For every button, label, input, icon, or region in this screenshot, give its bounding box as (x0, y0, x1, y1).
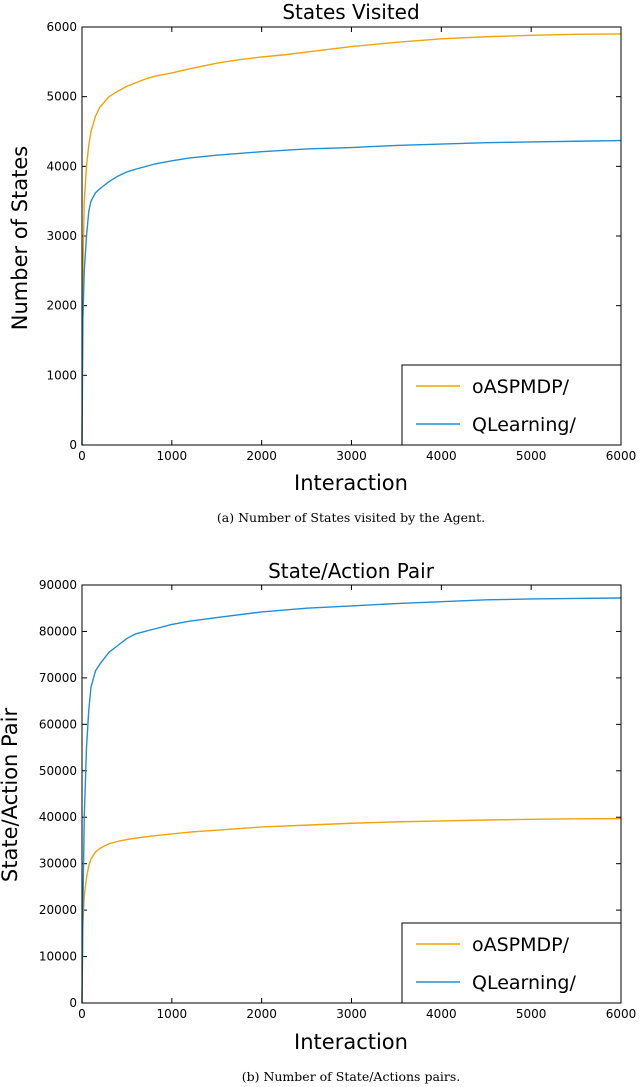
chart-a: States Visited Number of States Interact… (8, 0, 636, 525)
chart-a-caption: (a) Number of States visited by the Agen… (217, 510, 485, 525)
chart-b-x-tick-label: 1000 (157, 1007, 188, 1021)
chart-b: State/Action Pair State/Action Pair Inte… (0, 559, 636, 1084)
chart-a-x-axis-label: Interaction (294, 471, 408, 495)
chart-b-y-tick-label: 0 (69, 996, 77, 1010)
chart-a-y-tick-label: 3000 (46, 229, 77, 243)
chart-b-plot-frame (81, 584, 622, 1004)
chart-b-series-line-oaspmdp (81, 817, 622, 1004)
chart-b-y-tick-label: 30000 (39, 857, 77, 871)
chart-a-x-tick-label: 0 (78, 449, 86, 463)
chart-b-caption: (b) Number of State/Actions pairs. (242, 1069, 461, 1084)
chart-a-y-tick-label: 0 (69, 438, 77, 452)
chart-b-series-line-qlearning (81, 597, 622, 1004)
chart-b-title: State/Action Pair (268, 559, 435, 583)
chart-b-y-tick-label: 80000 (39, 624, 77, 638)
chart-b-y-tick-label: 60000 (39, 717, 77, 731)
chart-a-x-tick-label: 4000 (426, 449, 457, 463)
chart-a-ticks: 0 1000 2000 3000 4000 5000 6000 0 1000 2000 3000 40… (46, 20, 636, 463)
chart-a-legend-label-oaspmdp: oASPMDP/ (472, 376, 570, 398)
chart-b-legend-label-qlearning: QLearning/ (472, 972, 576, 994)
chart-a-x-tick-label: 1000 (157, 449, 188, 463)
chart-b-x-tick-label: 2000 (246, 1007, 277, 1021)
chart-a-legend: oASPMDP/ QLearning/ (401, 364, 622, 446)
chart-a-y-tick-label: 5000 (46, 90, 77, 104)
chart-b-y-tick-label: 90000 (39, 578, 77, 592)
chart-b-y-tick-label: 70000 (39, 671, 77, 685)
chart-a-y-tick-label: 1000 (46, 368, 77, 382)
chart-b-x-axis-label: Interaction (294, 1030, 408, 1054)
chart-a-series-line-oaspmdp (81, 33, 622, 446)
chart-a-title: States Visited (282, 0, 419, 24)
chart-a-series-lines (81, 33, 622, 446)
chart-b-y-axis-label: State/Action Pair (0, 708, 22, 883)
chart-b-x-tick-label: 0 (78, 1007, 86, 1021)
chart-a-y-tick-label: 6000 (46, 20, 77, 34)
chart-b-legend: oASPMDP/ QLearning/ (401, 922, 622, 1004)
chart-b-ticks: 0 1000 2000 3000 4000 5000 6000010000200003000… (39, 578, 636, 1021)
chart-a-y-tick-label: 2000 (46, 299, 77, 313)
chart-a-y-axis-label: Number of States (8, 146, 32, 330)
chart-b-y-tick-label: 50000 (39, 764, 77, 778)
chart-a-legend-box (401, 364, 622, 446)
chart-a-y-tick-label: 4000 (46, 159, 77, 173)
chart-b-y-tick-label: 20000 (39, 903, 77, 917)
chart-a-x-tick-label: 2000 (246, 449, 277, 463)
chart-a-series-line-qlearning (81, 139, 622, 446)
chart-b-y-tick-label: 10000 (39, 950, 77, 964)
chart-b-x-tick-label: 5000 (516, 1007, 547, 1021)
chart-a-x-tick-label: 3000 (336, 449, 367, 463)
chart-b-legend-label-oaspmdp: oASPMDP/ (472, 934, 570, 956)
chart-b-x-tick-label: 3000 (336, 1007, 367, 1021)
chart-a-plot-frame (81, 26, 622, 446)
chart-b-x-tick-label: 4000 (426, 1007, 457, 1021)
chart-a-legend-label-qlearning: QLearning/ (472, 414, 576, 436)
chart-a-x-tick-label: 6000 (606, 449, 637, 463)
chart-b-x-tick-label: 6000 (606, 1007, 637, 1021)
chart-b-series-lines (81, 597, 622, 1004)
chart-b-legend-box (401, 922, 622, 1004)
chart-b-y-tick-label: 40000 (39, 810, 77, 824)
chart-a-x-tick-label: 5000 (516, 449, 547, 463)
